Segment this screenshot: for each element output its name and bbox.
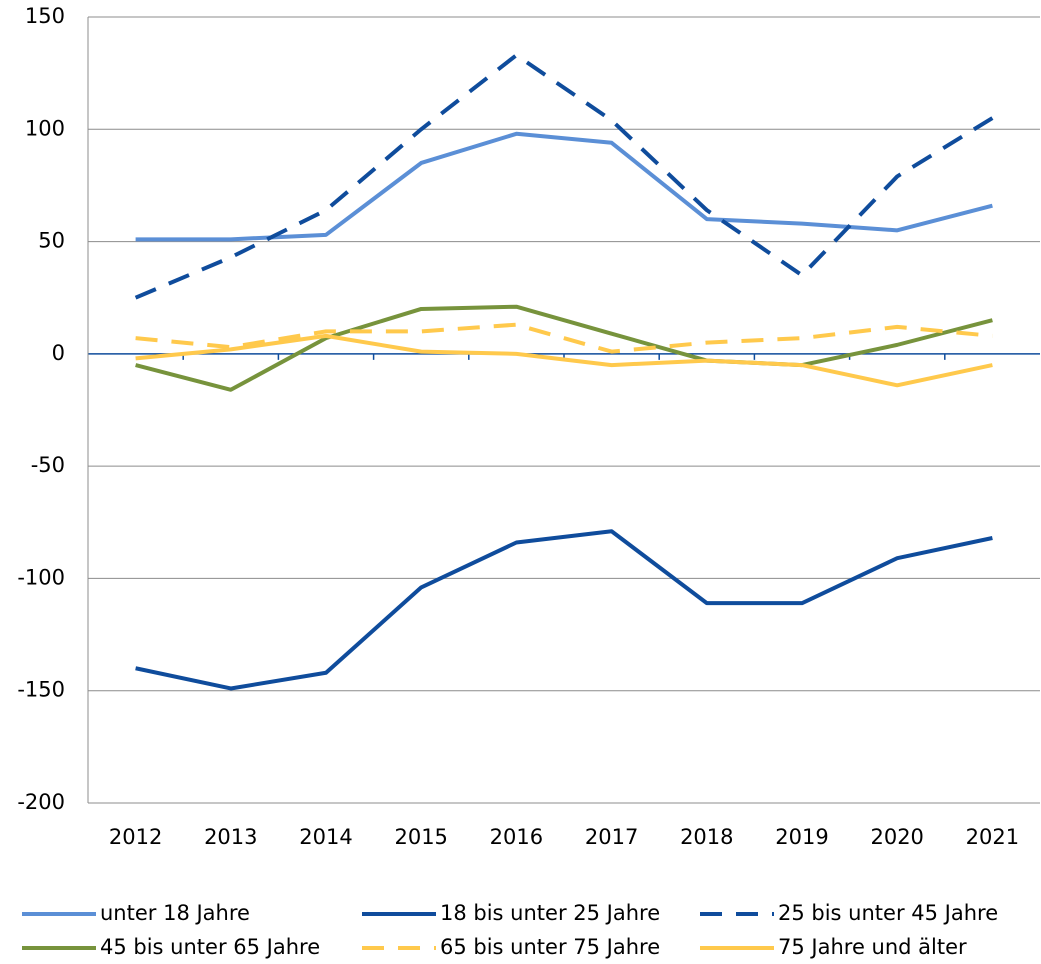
- y-tick-label: -200: [17, 790, 65, 814]
- y-tick-label: 100: [25, 116, 65, 140]
- x-tick-label: 2015: [394, 825, 447, 849]
- series-line: [135, 333, 993, 388]
- legend-label: 45 bis unter 65 Jahre: [100, 935, 320, 959]
- x-tick-label: 2020: [870, 825, 923, 849]
- series-line: [135, 131, 993, 242]
- y-tick-label: 150: [25, 4, 65, 28]
- y-tick-label: -100: [17, 565, 65, 589]
- series-line: [135, 322, 993, 354]
- series-line: [134, 53, 994, 300]
- y-tick-label: -50: [31, 453, 65, 477]
- x-tick-label: 2021: [966, 825, 1019, 849]
- x-tick-label: 2016: [490, 825, 543, 849]
- x-tick-label: 2014: [299, 825, 352, 849]
- x-tick-label: 2019: [775, 825, 828, 849]
- series-line: [135, 529, 993, 691]
- x-tick-label: 2013: [204, 825, 257, 849]
- x-tick-label: 2018: [680, 825, 733, 849]
- x-tick-label: 2017: [585, 825, 638, 849]
- y-tick-label: -150: [17, 678, 65, 702]
- legend-label: unter 18 Jahre: [100, 901, 250, 925]
- legend-label: 18 bis unter 25 Jahre: [440, 901, 660, 925]
- y-tick-label: 50: [38, 229, 65, 253]
- y-tick-label: 0: [52, 341, 65, 365]
- legend-label: 75 Jahre und älter: [778, 935, 967, 959]
- legend-label: 25 bis unter 45 Jahre: [778, 901, 998, 925]
- legend-label: 65 bis unter 75 Jahre: [440, 935, 660, 959]
- x-tick-label: 2012: [109, 825, 162, 849]
- series-line: [135, 304, 993, 392]
